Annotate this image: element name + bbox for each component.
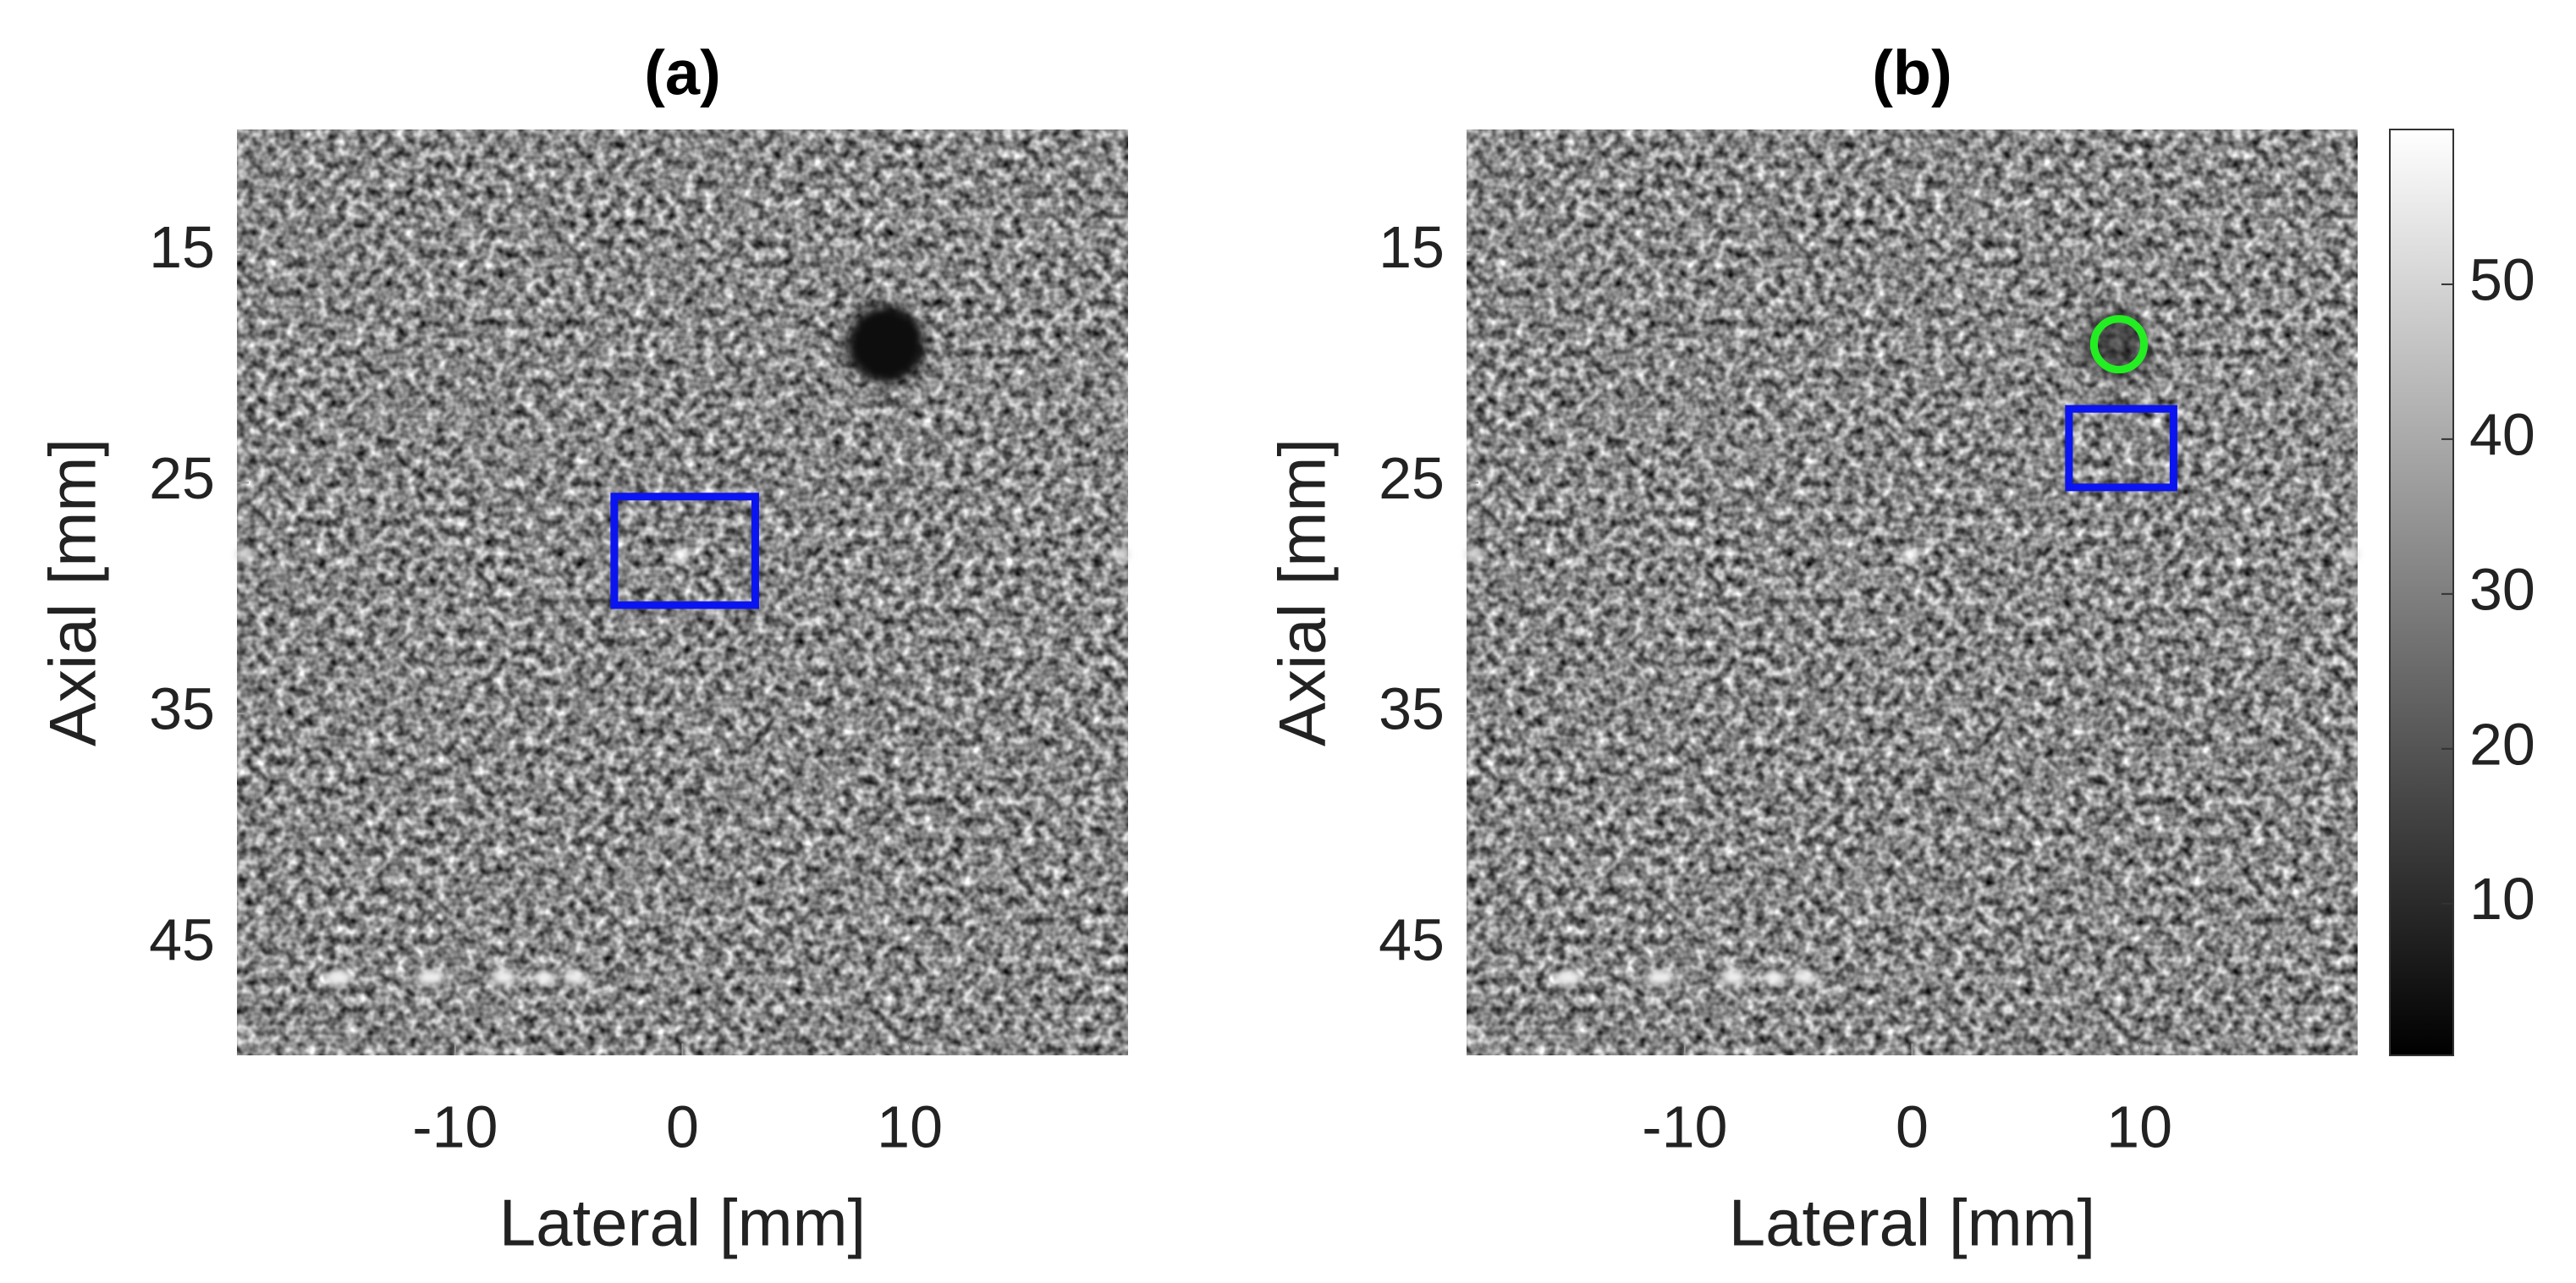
y-tick-label: 25: [1379, 445, 1445, 511]
colorbar-tick-label: 20: [2469, 711, 2535, 777]
y-tick-label: 15: [1379, 214, 1445, 280]
panel-title: (b): [1872, 38, 1952, 108]
x-axis-label: Lateral [mm]: [499, 1186, 866, 1260]
colorbar: [2389, 129, 2454, 1056]
y-tick-label: 35: [1379, 676, 1445, 742]
x-tick-label: 10: [2106, 1093, 2172, 1159]
x-tick-label: 0: [666, 1093, 699, 1159]
y-tick-label: 45: [1379, 907, 1445, 973]
image-a: [235, 129, 1130, 1055]
panel-title: (a): [644, 38, 720, 108]
roi-circle: [2089, 315, 2148, 374]
x-tick-label: -10: [1642, 1093, 1727, 1159]
x-tick-label: -10: [412, 1093, 498, 1159]
y-tick-label: 15: [149, 214, 215, 280]
image-b: [1465, 129, 2359, 1055]
colorbar-tick-label: 50: [2469, 246, 2535, 312]
x-tick-label: 0: [1896, 1093, 1929, 1159]
roi-box: [610, 493, 759, 609]
y-axis-label: Axial [mm]: [1265, 438, 1340, 746]
colorbar-tick-label: 30: [2469, 556, 2535, 622]
colorbar-tick-label: 40: [2469, 401, 2535, 467]
y-axis-label: Axial [mm]: [36, 438, 110, 746]
colorbar-tick-label: 10: [2469, 866, 2535, 932]
x-axis-label: Lateral [mm]: [1729, 1186, 2095, 1260]
y-tick-label: 45: [149, 907, 215, 973]
y-tick-label: 35: [149, 676, 215, 742]
x-tick-label: 10: [877, 1093, 943, 1159]
y-tick-label: 25: [149, 445, 215, 511]
roi-box: [2065, 405, 2177, 492]
